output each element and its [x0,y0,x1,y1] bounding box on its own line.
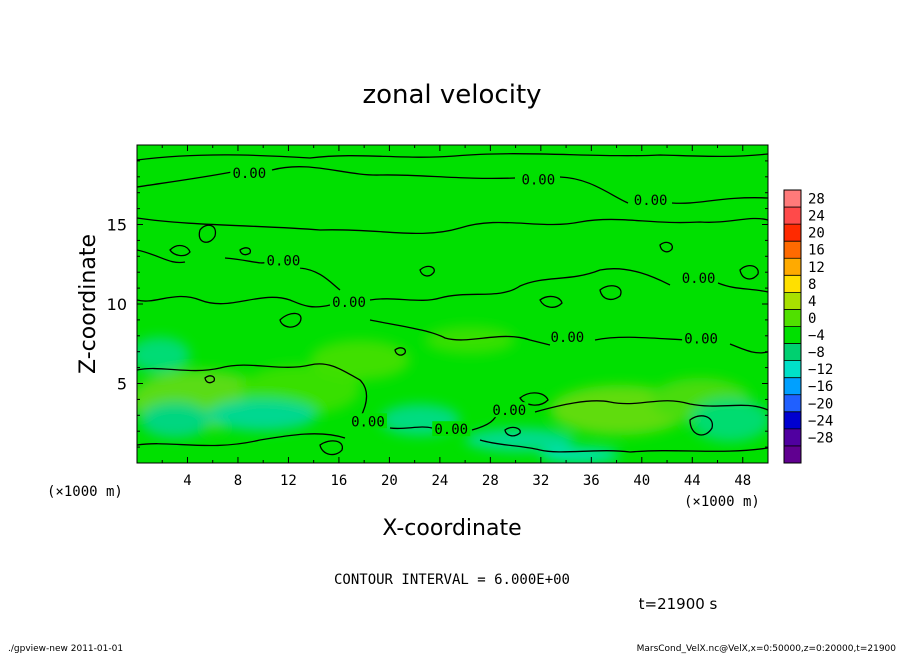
colorbar-swatch [784,326,801,345]
x-tick-label: 44 [684,473,701,489]
contour-label: 0.00 [684,332,718,348]
footer-right: MarsCond_VelX.nc@VelX,x=0:50000,z=0:2000… [637,644,897,654]
colorbar-swatch [784,343,801,362]
contour-interval-text: CONTOUR INTERVAL = 6.000E+00 [334,572,570,588]
contour-label: 0.00 [351,414,385,430]
colorbar-swatch [784,241,801,259]
colorbar-label: −8 [808,345,825,361]
contour-label-bg [679,270,718,286]
colorbar-swatch [784,360,801,379]
contour-label-bg [631,192,670,208]
colorbar-label: 28 [808,192,825,208]
contour-label-bg [432,421,471,437]
colorbar-label: 16 [808,243,825,259]
y-tick-label: 5 [117,375,127,394]
x-tick-label: 8 [234,473,242,489]
colorbar-label: −24 [808,413,833,429]
x-tick-label: 36 [583,473,600,489]
x-tick-label: 32 [532,473,549,489]
colorbar-swatch [784,190,801,208]
colorbar-swatch [784,224,801,242]
contour-label: 0.00 [232,166,266,182]
contour-label-bg [519,171,558,187]
contour-label-bg [264,252,303,268]
contour-label: 0.00 [434,422,468,438]
colorbar-label: 12 [808,260,825,276]
colorbar-label: −16 [808,379,833,395]
colorbar-label: 8 [808,277,816,293]
contour-label-bg [682,330,721,346]
contour-label-bg [490,402,529,418]
time-label: t=21900 s [639,595,718,613]
colorbar-swatch [784,411,801,430]
colorbar-label: 4 [808,294,816,310]
colorbar-swatch [784,428,801,447]
contour-label-bg [548,328,587,344]
colorbar-label: −20 [808,396,833,412]
colorbar-swatch [784,445,801,464]
colorbar-swatch [784,292,801,310]
x-tick-label: 4 [183,473,191,489]
contour-lines [137,153,768,456]
contour-label: 0.00 [682,271,716,287]
chart-title: zonal velocity [362,80,541,110]
colorbar-label: −28 [808,430,833,446]
contour-label: 0.00 [521,173,555,189]
y-axis-label: Z-coordinate [76,234,101,374]
x-unit-left: (×1000 m) [47,484,123,500]
contour-labels: 0.00 0.00 0.00 0.00 0.00 0.00 0.00 0.00 0.00 0.00… [230,165,721,438]
contour-label-bg [348,413,387,429]
y-axis: 5 10 15 [107,160,768,448]
x-axis: 4 8 12 16 20 24 28 32 36 40 44 48 [161,145,751,489]
contour-label: 0.00 [492,403,526,419]
y-tick-label: 15 [107,216,127,235]
colorbar-swatch [784,258,801,276]
contour-label: 0.00 [634,193,668,209]
x-tick-label: 28 [482,473,499,489]
colorbar-swatch [784,377,801,396]
colorbar-label: −4 [808,328,825,344]
x-tick-label: 24 [431,473,448,489]
colorbar-label: −12 [808,362,833,378]
colorbar-label: 0 [808,311,816,327]
x-tick-label: 40 [633,473,650,489]
x-tick-label: 48 [734,473,751,489]
x-unit-right: (×1000 m) [684,494,760,510]
contour-label: 0.00 [332,295,366,311]
x-tick-label: 12 [280,473,297,489]
colorbar-swatch [784,309,801,327]
colorbar-swatch [784,275,801,293]
x-tick-label: 16 [330,473,347,489]
x-axis-label: X-coordinate [382,516,521,541]
colorbar-label: 20 [808,226,825,242]
contour-label: 0.00 [550,330,584,346]
contour-label: 0.00 [267,254,301,270]
x-tick-label: 20 [381,473,398,489]
contour-label-bg [330,294,369,309]
colorbar-swatch [784,394,801,413]
plot-area [137,145,768,463]
colorbar-label: 24 [808,209,825,225]
contour-label-bg [230,165,269,181]
colorbar-swatch [784,207,801,225]
y-tick-label: 10 [107,295,127,314]
footer-left: ./gpview-new 2011-01-01 [8,644,123,654]
